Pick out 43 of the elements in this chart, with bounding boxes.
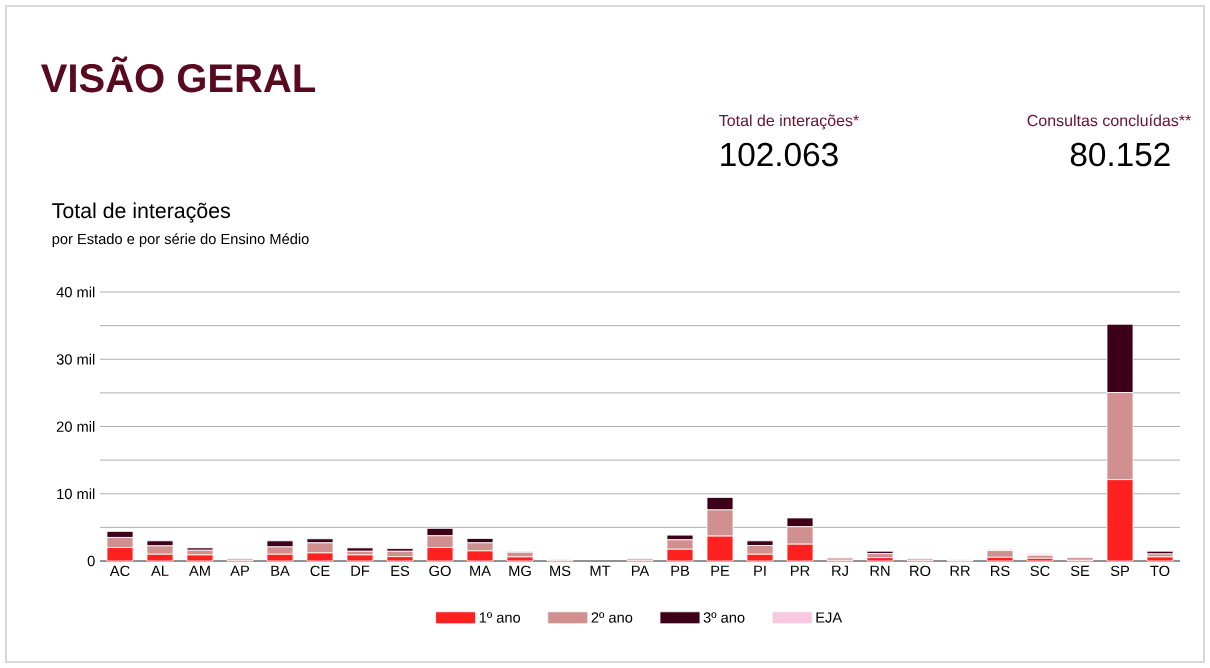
x-tick-label: SC bbox=[1030, 565, 1050, 577]
x-tick-label: RS bbox=[991, 565, 1010, 577]
x-tick-label: GO bbox=[429, 565, 451, 577]
text: VISÃO GERAL bbox=[40, 56, 316, 93]
y-tick-label: 0 bbox=[87, 555, 95, 567]
text: Consultas concluídas** bbox=[1027, 114, 1192, 127]
x-tick-label: RR bbox=[950, 565, 970, 576]
y-tick-label: 10 mil bbox=[57, 488, 95, 500]
x-tick-label: CE bbox=[310, 565, 330, 577]
x-tick-label: BA bbox=[271, 565, 290, 576]
x-tick-label: SE bbox=[1070, 565, 1090, 577]
x-tick-label: RN bbox=[870, 565, 890, 576]
y-tick-label: 40 mil bbox=[56, 286, 95, 298]
x-tick-label: SP bbox=[1110, 565, 1130, 577]
x-tick-label: AC bbox=[109, 565, 130, 577]
x-tick-label: MT bbox=[590, 565, 611, 576]
legend-label: 1º ano bbox=[479, 612, 521, 623]
x-tick-label: RO bbox=[910, 565, 931, 577]
legend-label: 2º ano bbox=[591, 612, 633, 623]
y-tick-label: 20 mil bbox=[56, 421, 95, 432]
x-tick-label: PA bbox=[631, 565, 650, 576]
y-tick-label: 30 mil bbox=[56, 353, 95, 365]
x-tick-label: PR bbox=[791, 565, 810, 576]
x-tick-label: PI bbox=[754, 565, 766, 576]
legend-label: 3º ano bbox=[703, 612, 745, 623]
x-tick-label: AL bbox=[151, 565, 169, 576]
x-tick-label: PB bbox=[671, 565, 690, 576]
x-tick-label: MA bbox=[470, 565, 491, 576]
text: 102.063 bbox=[721, 142, 838, 167]
text: Total de interações* bbox=[719, 114, 859, 130]
x-tick-label: AM bbox=[189, 565, 210, 576]
chart-title: Total de interações bbox=[52, 202, 230, 223]
x-tick-label: PE bbox=[711, 565, 730, 576]
x-tick-label: ES bbox=[391, 565, 410, 577]
x-tick-label: MG bbox=[509, 565, 531, 577]
x-tick-label: DF bbox=[351, 565, 370, 576]
legend-label: EJA bbox=[816, 612, 843, 623]
chart-subtitle: por Estado e por série do Ensino Médio bbox=[52, 233, 309, 248]
text: 80.152 bbox=[1070, 142, 1170, 167]
x-tick-label: AP bbox=[230, 565, 250, 576]
x-tick-label: MS bbox=[550, 565, 571, 577]
x-tick-label: TO bbox=[1150, 565, 1170, 577]
x-tick-label: RJ bbox=[832, 565, 848, 576]
